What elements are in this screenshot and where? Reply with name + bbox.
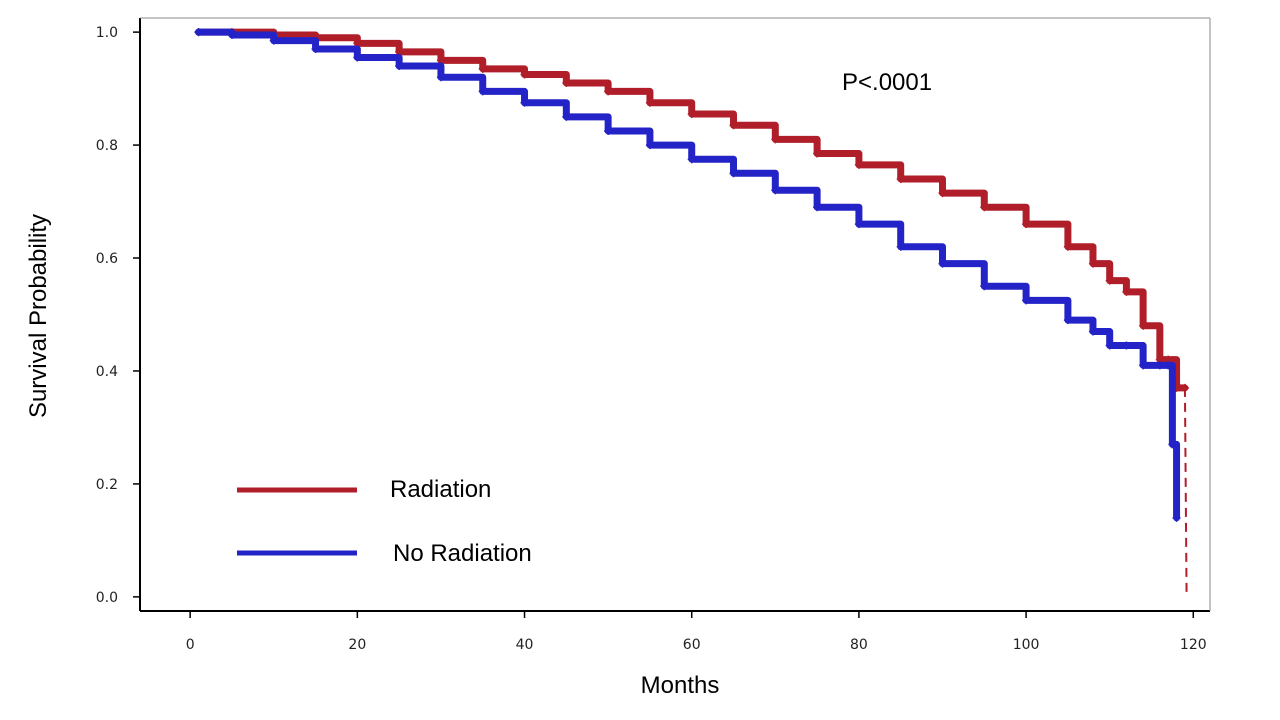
censor-mark (311, 45, 320, 54)
censor-mark (269, 36, 278, 45)
censor-mark (729, 169, 738, 178)
censor-mark (1122, 287, 1131, 296)
censor-mark (645, 141, 654, 150)
censor-mark (813, 149, 822, 158)
censor-mark (980, 203, 989, 212)
censor-mark (1022, 296, 1031, 305)
censor-mark (1139, 321, 1148, 330)
censor-mark (938, 189, 947, 198)
censor-mark (771, 186, 780, 195)
censor-mark (227, 30, 236, 39)
censor-mark (395, 62, 404, 71)
censor-mark (938, 259, 947, 268)
x-tick-label: 80 (850, 637, 868, 653)
censor-mark (1168, 440, 1177, 449)
censor-mark (1063, 242, 1072, 251)
censor-mark (687, 155, 696, 164)
censor-mark (1155, 361, 1164, 370)
censor-mark (687, 110, 696, 119)
censor-mark (562, 112, 571, 121)
legend-label-radiation: Radiation (390, 476, 491, 503)
censor-mark (771, 135, 780, 144)
y-tick-label: 0.2 (96, 477, 118, 493)
censor-mark (813, 203, 822, 212)
censor-mark (1105, 276, 1114, 285)
censor-mark (980, 282, 989, 291)
series-no-radiation (194, 28, 1181, 522)
censor-mark (353, 53, 362, 62)
censor-mark (604, 126, 613, 135)
x-tick-label: 100 (1013, 637, 1040, 653)
censor-mark (1139, 361, 1148, 370)
censor-mark (436, 73, 445, 82)
censor-mark (604, 87, 613, 96)
censor-mark (1088, 259, 1097, 268)
censor-mark (194, 28, 203, 37)
y-axis-ticks: 0.0 0.2 0.4 0.6 0.8 1.0 (96, 25, 140, 606)
series-layer (194, 28, 1189, 597)
x-axis-title: Months (641, 672, 720, 699)
x-tick-label: 40 (516, 637, 534, 653)
censor-mark (1164, 361, 1173, 370)
censor-mark (520, 70, 529, 79)
y-axis-title: Survival Probability (25, 214, 52, 418)
x-tick-label: 60 (683, 637, 701, 653)
censor-mark (478, 64, 487, 73)
censor-mark (520, 98, 529, 107)
y-tick-label: 0.8 (96, 138, 118, 154)
censor-mark (1105, 341, 1114, 350)
censor-mark (1122, 341, 1131, 350)
p-value-annotation: P<.0001 (842, 69, 932, 96)
censor-mark (1088, 327, 1097, 336)
censor-mark (562, 78, 571, 87)
censor-mark (854, 160, 863, 169)
censor-mark (1022, 220, 1031, 229)
censor-mark (645, 98, 654, 107)
y-tick-label: 1.0 (96, 25, 118, 41)
series-dashed-tail-radiation (1183, 387, 1188, 597)
censor-mark (478, 87, 487, 96)
censor-mark (896, 242, 905, 251)
y-tick-label: 0.0 (96, 590, 118, 606)
legend-label-no-radiation: No Radiation (393, 540, 532, 567)
y-tick-label: 0.6 (96, 251, 118, 267)
censor-mark (729, 121, 738, 130)
censor-mark (896, 174, 905, 183)
x-tick-label: 120 (1180, 637, 1207, 653)
x-tick-label: 0 (186, 637, 195, 653)
censor-mark (1172, 513, 1181, 522)
legend: Radiation No Radiation (237, 476, 532, 567)
censor-mark (1063, 316, 1072, 325)
y-tick-label: 0.4 (96, 364, 118, 380)
x-axis-ticks: 0 20 40 60 80 100 120 (186, 611, 1207, 653)
x-tick-label: 20 (348, 637, 366, 653)
series-line-radiation (195, 28, 1189, 392)
censor-mark (854, 220, 863, 229)
